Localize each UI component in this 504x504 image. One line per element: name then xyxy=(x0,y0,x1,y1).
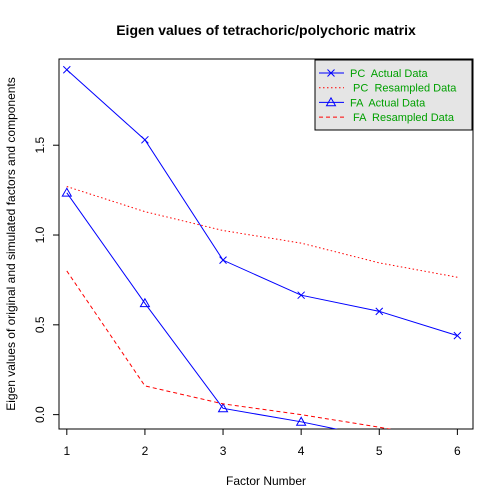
legend-label: PC Actual Data xyxy=(350,68,429,80)
legend-marker xyxy=(327,69,335,77)
chart-title: Eigen values of tetrachoric/polychoric m… xyxy=(116,22,416,38)
legend-label: PC Resampled Data xyxy=(350,83,457,95)
x-tick-label: 2 xyxy=(142,444,149,458)
x-axis-label: Factor Number xyxy=(226,474,306,488)
series-1-point xyxy=(219,256,227,265)
y-axis: 0.0 0.5 1.0 1.5 xyxy=(33,137,59,423)
legend-label: FA Actual Data xyxy=(350,97,426,109)
legend: PC Actual Data PC Resampled Data FA Actua… xyxy=(314,59,473,131)
series-3-point xyxy=(139,297,151,308)
x-tick-label: 3 xyxy=(220,444,227,458)
series-1-point xyxy=(375,307,384,316)
series-line-2 xyxy=(66,186,458,278)
y-tick-label: 1.0 xyxy=(33,226,47,243)
legend-marker xyxy=(325,96,337,107)
y-tick-label: 0.0 xyxy=(33,406,47,423)
x-tick-label: 5 xyxy=(376,444,383,458)
series-1-point xyxy=(62,65,71,74)
x-tick-label: 1 xyxy=(63,444,70,458)
series-1-point xyxy=(141,135,149,144)
plot-frame xyxy=(58,58,474,430)
legend-label: FA Resampled Data xyxy=(350,112,455,124)
series-line-3 xyxy=(66,192,339,429)
series-1-point xyxy=(453,331,462,340)
series-3-point xyxy=(61,187,73,197)
series-layer xyxy=(61,65,462,429)
y-tick-label: 1.5 xyxy=(33,137,47,154)
series-3-point xyxy=(217,402,229,413)
y-tick-label: 0.5 xyxy=(33,316,47,333)
series-line-1 xyxy=(66,69,458,337)
y-axis-label: Eigen values of original and simulated f… xyxy=(4,77,18,411)
x-axis: 1 2 3 4 5 6 xyxy=(63,429,461,458)
x-tick-label: 6 xyxy=(454,444,461,458)
series-1-point xyxy=(297,291,306,300)
x-tick-label: 4 xyxy=(298,444,305,458)
series-3-point xyxy=(295,416,307,426)
legend-box xyxy=(314,59,473,131)
series-line-4 xyxy=(66,270,392,429)
